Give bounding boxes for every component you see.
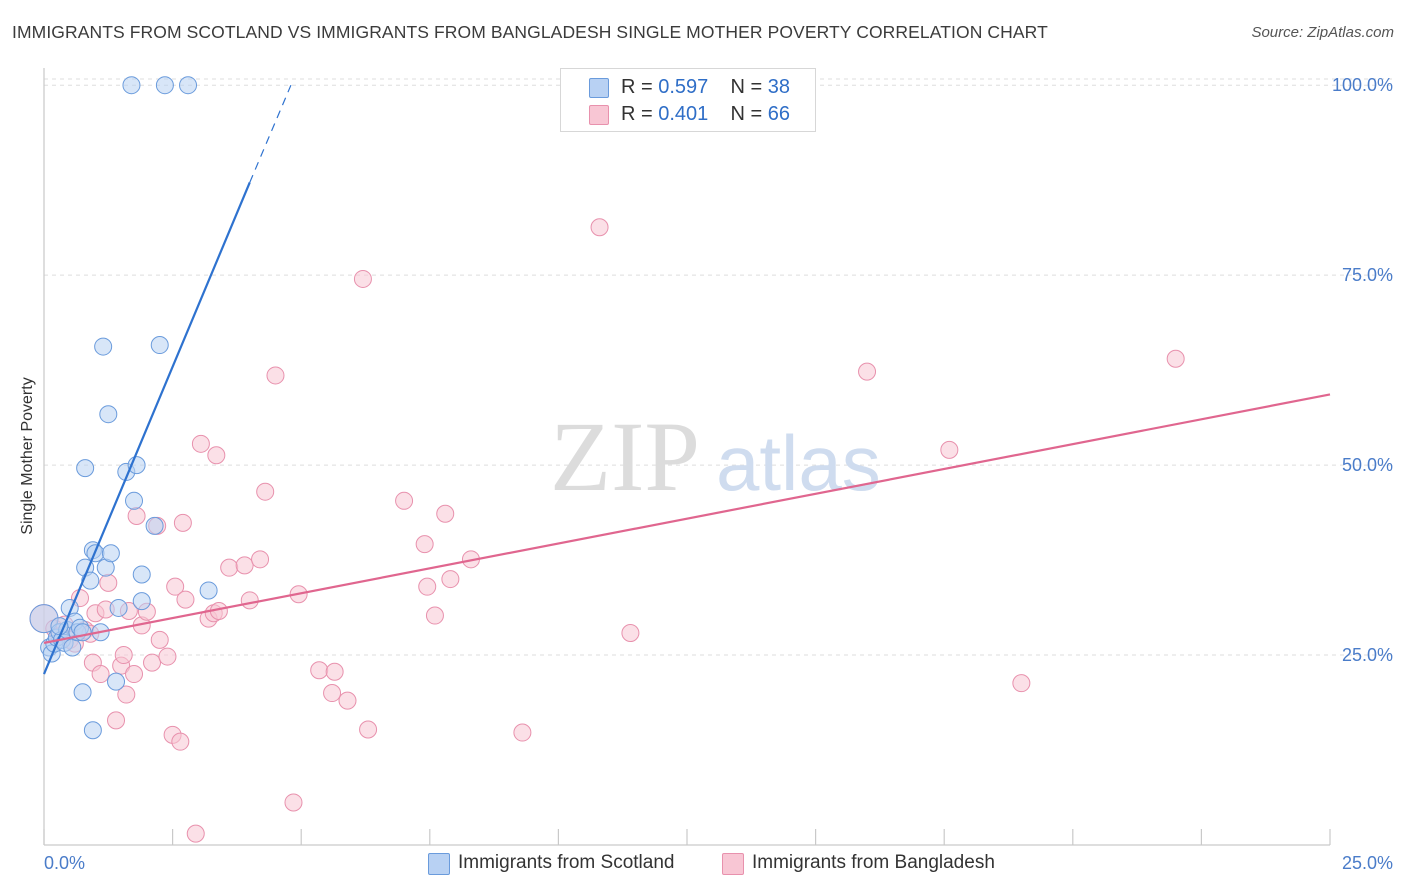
point-bangladesh-63: [940, 440, 959, 459]
point-scotland-34: [132, 592, 151, 611]
y-tick-label-0: 25.0%: [1342, 645, 1393, 665]
trend-line-scotland: [42, 182, 251, 675]
legend-text-bangladesh: R = 0.401 N = 66: [621, 103, 790, 126]
point-scotland-21: [73, 683, 92, 702]
bottom-legend-label-scotland: Immigrants from Scotland: [458, 852, 675, 873]
point-bangladesh-55: [425, 606, 444, 625]
point-scotland-35: [145, 516, 164, 535]
point-bangladesh-28: [166, 577, 185, 596]
point-bangladesh-36: [207, 446, 226, 465]
point-bangladesh-47: [323, 684, 342, 703]
point-bangladesh-17: [117, 685, 136, 704]
source-label: Source: ZipAtlas.com: [1251, 24, 1394, 41]
bottom-legend-label-bangladesh: Immigrants from Bangladesh: [752, 852, 995, 873]
r-label: R =: [621, 76, 659, 98]
x-tick-label-max: 25.0%: [1342, 853, 1393, 873]
trend-lines: [42, 84, 1331, 675]
point-bangladesh-52: [395, 491, 414, 510]
point-scotland-33: [132, 565, 151, 584]
point-scotland-40: [179, 76, 198, 95]
point-scotland-36: [150, 336, 169, 355]
point-bangladesh-41: [251, 550, 270, 569]
x-tick-label-min: 0.0%: [44, 853, 85, 873]
watermark-atlas: atlas: [716, 419, 881, 507]
n-value-bangladesh: 66: [767, 103, 791, 125]
point-scotland-24: [94, 337, 113, 356]
point-scotland-39: [155, 76, 174, 95]
point-bangladesh-33: [191, 434, 210, 453]
point-scotland-26: [99, 405, 118, 424]
y-tick-label-2: 75.0%: [1342, 265, 1393, 285]
point-bangladesh-39: [235, 556, 254, 575]
point-scotland-14: [73, 623, 92, 642]
point-bangladesh-42: [256, 482, 275, 501]
point-bangladesh-48: [325, 662, 344, 681]
point-bangladesh-56: [436, 504, 455, 523]
legend-text-scotland: R = 0.597 N = 38: [621, 76, 790, 99]
r-label: R =: [621, 103, 659, 125]
point-bangladesh-14: [107, 711, 126, 730]
watermark-zip: ZIP: [550, 401, 700, 512]
point-bangladesh-50: [353, 269, 372, 288]
tick-labels: 25.0% 50.0% 75.0% 100.0% 0.0% 25.0%: [44, 75, 1393, 873]
point-bangladesh-25: [150, 630, 169, 649]
point-scotland-23: [76, 459, 95, 478]
correlation-legend: R = 0.597 N = 38 R = 0.401 N = 66: [560, 68, 816, 132]
point-bangladesh-23: [143, 653, 162, 672]
axes: [43, 68, 1331, 846]
point-scotland-29: [109, 598, 128, 617]
point-bangladesh-43: [266, 366, 285, 385]
point-scotland-17: [81, 571, 100, 590]
n-label: N =: [730, 76, 768, 98]
point-bangladesh-20: [127, 507, 146, 526]
point-bangladesh-65: [1166, 349, 1185, 368]
chart-title: IMMIGRANTS FROM SCOTLAND VS IMMIGRANTS F…: [12, 22, 1048, 42]
point-scotland-31: [125, 491, 144, 510]
point-bangladesh-54: [418, 577, 437, 596]
y-tick-label-3: 100.0%: [1332, 75, 1393, 95]
point-scotland-22: [83, 721, 102, 740]
point-scotland-38: [122, 76, 141, 95]
trend-line-scotland-extension: [249, 84, 292, 183]
point-bangladesh-51: [359, 720, 378, 739]
point-bangladesh-38: [220, 558, 239, 577]
legend-swatch-scotland: [589, 78, 609, 98]
point-bangladesh-13: [99, 573, 118, 592]
r-value-scotland: 0.597: [658, 76, 709, 98]
point-bangladesh-44: [284, 793, 303, 812]
point-bangladesh-16: [114, 646, 133, 665]
watermark: ZIP atlas: [550, 401, 881, 512]
point-bangladesh-59: [513, 723, 532, 742]
point-bangladesh-46: [310, 661, 329, 680]
point-bangladesh-61: [621, 624, 640, 643]
point-bangladesh-26: [158, 647, 177, 666]
series-bangladesh: [29, 218, 1185, 843]
n-value-scotland: 38: [767, 76, 791, 98]
point-bangladesh-64: [1012, 674, 1031, 693]
legend-swatch-bangladesh: [589, 105, 609, 125]
bottom-legend-swatch-bangladesh: [722, 853, 744, 875]
point-scotland-10: [63, 638, 82, 657]
point-scotland-37: [199, 581, 218, 600]
point-bangladesh-49: [338, 691, 357, 710]
point-bangladesh-53: [415, 535, 434, 554]
point-bangladesh-19: [125, 665, 144, 684]
point-bangladesh-62: [858, 362, 877, 381]
point-scotland-28: [107, 672, 126, 691]
point-bangladesh-11: [91, 665, 110, 684]
n-label: N =: [730, 103, 768, 125]
point-bangladesh-32: [186, 824, 205, 843]
point-bangladesh-30: [173, 513, 192, 532]
point-bangladesh-31: [176, 590, 195, 609]
trend-line-bangladesh: [43, 393, 1331, 644]
r-value-bangladesh: 0.401: [658, 103, 709, 125]
point-bangladesh-60: [590, 218, 609, 237]
bottom-legend-swatch-scotland: [428, 853, 450, 875]
point-bangladesh-57: [441, 570, 460, 589]
y-tick-label-1: 50.0%: [1342, 455, 1393, 475]
point-bangladesh-40: [240, 591, 259, 610]
point-scotland-27: [101, 544, 120, 563]
point-bangladesh-29: [171, 732, 190, 751]
